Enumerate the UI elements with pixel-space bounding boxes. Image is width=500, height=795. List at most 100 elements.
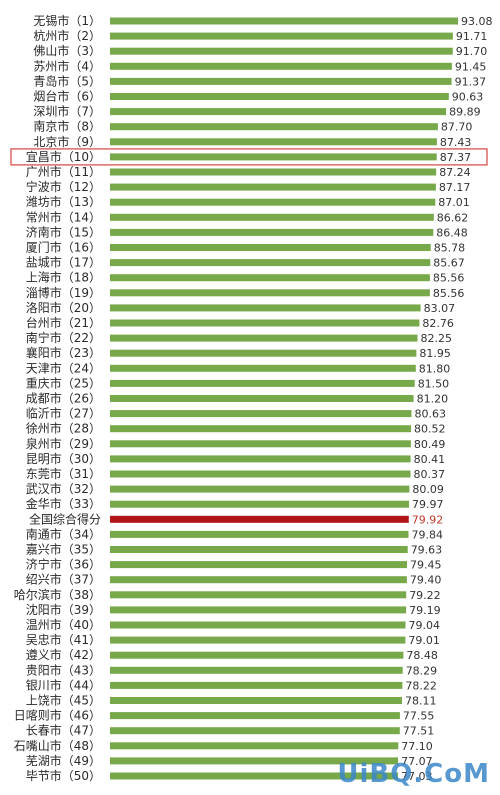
value-label: 80.63: [415, 408, 447, 421]
bar: [110, 213, 434, 221]
category-label: 贵阳市（43）: [26, 662, 101, 677]
value-label: 87.17: [439, 181, 471, 194]
bar: [110, 712, 400, 720]
value-label: 77.51: [403, 725, 435, 738]
bar: [110, 606, 407, 614]
bar: [110, 364, 416, 372]
bar: [110, 198, 436, 206]
category-label: 日喀则市（46）: [14, 708, 101, 723]
value-label: 85.56: [433, 287, 465, 300]
value-label: 89.89: [449, 106, 481, 119]
value-label: 93.08: [461, 15, 493, 28]
bar: [110, 440, 411, 448]
category-label: 遵义市（42）: [26, 647, 101, 662]
bar: [110, 349, 417, 357]
value-label: 85.56: [433, 272, 465, 285]
category-label: 泉州市（29）: [26, 436, 101, 451]
bar: [110, 455, 411, 463]
category-label: 东莞市（31）: [26, 466, 101, 481]
bar: [110, 636, 406, 644]
bar: [110, 500, 409, 508]
bar: [110, 334, 418, 342]
value-label: 83.07: [424, 302, 456, 315]
bar: [110, 561, 407, 569]
value-label: 79.19: [409, 604, 441, 617]
value-label: 79.63: [411, 544, 443, 557]
value-label: 79.45: [410, 559, 442, 572]
category-label: 烟台市（6）: [33, 89, 101, 104]
category-label: 沈阳市（39）: [26, 602, 101, 617]
highlight-box: [10, 148, 488, 166]
value-label: 79.92: [412, 513, 444, 526]
bar: [110, 576, 407, 584]
value-label: 80.41: [414, 453, 446, 466]
watermark-text: UiBQ.CoM: [337, 759, 490, 789]
value-label: 87.70: [441, 121, 473, 134]
value-label: 87.37: [440, 151, 472, 164]
bar: [110, 289, 430, 297]
bar: [110, 304, 421, 312]
category-label: 上饶市（45）: [26, 693, 101, 708]
category-label: 杭州市（2）: [33, 28, 101, 43]
value-label: 81.95: [419, 347, 451, 360]
value-label: 79.40: [410, 574, 442, 587]
category-label: 全国综合得分: [29, 511, 101, 526]
category-label: 南通市（34）: [26, 526, 101, 541]
value-label: 79.97: [412, 498, 444, 511]
category-label: 台州市（21）: [26, 315, 101, 330]
category-label: 芜湖市（49）: [26, 753, 101, 768]
bar: [110, 591, 407, 599]
value-label: 79.04: [409, 619, 441, 632]
category-label: 苏州市（4）: [33, 58, 101, 73]
category-label: 石嘴山市（48）: [14, 738, 101, 753]
category-label: 深圳市（7）: [33, 104, 101, 119]
category-label: 潍坊市（13）: [26, 194, 101, 209]
category-label: 宁波市（12）: [26, 179, 101, 194]
bar: [110, 319, 420, 327]
bar: [110, 47, 453, 55]
value-label: 91.37: [455, 75, 487, 88]
category-label: 北京市（9）: [33, 134, 101, 149]
bar: [110, 259, 431, 267]
category-label: 武汉市（32）: [26, 481, 101, 496]
value-label: 80.37: [414, 468, 446, 481]
category-label: 无锡市（1）: [33, 13, 101, 28]
bar: [110, 757, 399, 765]
bar: [110, 666, 403, 674]
value-label: 78.11: [405, 695, 437, 708]
category-label: 洛阳市（20）: [26, 300, 101, 315]
bar: [110, 244, 431, 251]
highlight-bar: [110, 515, 409, 523]
value-label: 79.01: [408, 634, 440, 647]
value-label: 85.67: [433, 257, 465, 270]
value-label: 78.29: [406, 664, 438, 677]
category-label: 毕节市（50）: [26, 768, 101, 783]
bar: [110, 485, 410, 493]
value-label: 77.10: [401, 740, 433, 753]
category-label: 吴忠市（41）: [26, 632, 101, 647]
category-label: 嘉兴市（35）: [26, 542, 101, 557]
category-label: 济南市（15）: [26, 224, 101, 239]
bar: [110, 168, 437, 176]
bar: [110, 32, 453, 40]
category-label: 哈尔滨市（38）: [14, 587, 101, 602]
category-label: 徐州市（28）: [26, 421, 101, 436]
bar: [110, 77, 452, 85]
bar: [110, 651, 404, 659]
category-label: 南京市（8）: [33, 119, 101, 134]
category-label: 南宁市（22）: [26, 330, 101, 345]
category-label: 温州市（40）: [26, 617, 101, 632]
category-label: 上海市（18）: [26, 270, 101, 285]
bar: [110, 93, 449, 100]
bar: [110, 697, 402, 704]
category-label: 重庆市（25）: [26, 375, 101, 390]
value-label: 78.48: [406, 649, 438, 662]
bar: [110, 274, 430, 282]
value-label: 82.25: [421, 332, 453, 345]
category-label: 常州市（14）: [26, 209, 101, 224]
category-label: 宜昌市（10）: [26, 149, 101, 164]
value-label: 77.03: [401, 770, 433, 783]
category-label: 盐城市（17）: [26, 255, 101, 270]
category-label: 淄博市（19）: [26, 285, 101, 300]
